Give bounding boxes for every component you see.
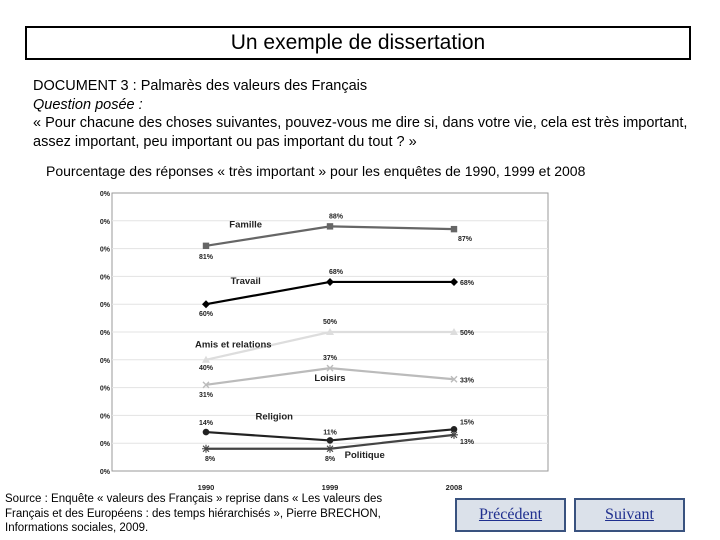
y-tick-label: 30% bbox=[100, 386, 111, 393]
data-point bbox=[202, 355, 210, 363]
data-point bbox=[202, 428, 210, 436]
document-block: DOCUMENT 3 : Palmarès des valeurs des Fr… bbox=[33, 77, 693, 151]
data-label: 37% bbox=[323, 355, 338, 362]
data-label: 50% bbox=[323, 319, 338, 326]
y-tick-label: 90% bbox=[100, 219, 111, 226]
series-name-label: Religion bbox=[255, 412, 293, 423]
data-label: 8% bbox=[325, 456, 336, 463]
source-text: Source : Enquête « valeurs des Français … bbox=[5, 493, 383, 534]
data-label: 14% bbox=[199, 420, 214, 427]
data-point bbox=[202, 300, 210, 309]
x-tick-label: 1990 bbox=[198, 483, 215, 492]
data-point bbox=[326, 437, 334, 444]
data-point bbox=[450, 375, 458, 383]
data-point bbox=[450, 225, 458, 233]
next-button[interactable]: Suivant bbox=[574, 498, 685, 532]
y-tick-label: 50% bbox=[100, 330, 111, 337]
data-label: 33% bbox=[460, 377, 475, 384]
slide-title: Un exemple de dissertation bbox=[25, 26, 691, 60]
data-label: 31% bbox=[199, 392, 214, 399]
data-point bbox=[202, 444, 210, 453]
y-tick-label: 80% bbox=[100, 247, 111, 254]
data-label: 15% bbox=[460, 419, 475, 426]
y-tick-label: 0% bbox=[100, 469, 111, 476]
series-name-label: Amis et relations bbox=[195, 340, 272, 351]
data-point bbox=[450, 328, 458, 335]
data-point bbox=[450, 277, 458, 286]
document-heading: DOCUMENT 3 : Palmarès des valeurs des Fr… bbox=[33, 78, 368, 94]
data-label: 8% bbox=[205, 456, 216, 463]
y-tick-label: 40% bbox=[100, 358, 111, 365]
question-label: Question posée : bbox=[33, 96, 143, 113]
series-name-label: Loisirs bbox=[314, 373, 345, 384]
y-tick-label: 70% bbox=[100, 274, 111, 281]
data-label: 50% bbox=[460, 330, 475, 337]
x-tick-label: 1999 bbox=[322, 483, 339, 492]
data-label: 13% bbox=[460, 439, 475, 446]
y-tick-label: 20% bbox=[100, 413, 111, 420]
series-name-label: Travail bbox=[231, 276, 261, 287]
chart-svg: 0% 10% 20% 30% 40% 50% 60% 70% 80% 90% 100% 1990 199… bbox=[100, 191, 549, 492]
data-label: 68% bbox=[460, 280, 475, 287]
chart-caption: Pourcentage des réponses « très importan… bbox=[46, 163, 586, 179]
data-label: 11% bbox=[323, 429, 337, 436]
data-point bbox=[326, 328, 334, 335]
data-point bbox=[326, 223, 334, 230]
x-tick-label: 2008 bbox=[446, 483, 463, 492]
data-label: 60% bbox=[199, 311, 214, 318]
data-point bbox=[202, 242, 210, 250]
data-point bbox=[326, 364, 334, 372]
data-point bbox=[326, 277, 334, 286]
data-point bbox=[202, 381, 210, 389]
y-tick-label: 10% bbox=[100, 441, 111, 448]
data-point bbox=[450, 426, 458, 433]
y-tick-label: 100% bbox=[100, 191, 111, 198]
data-label: 81% bbox=[199, 254, 214, 261]
data-label: 68% bbox=[329, 269, 344, 276]
series-name-label: Famille bbox=[229, 220, 262, 231]
line-chart: 0% 10% 20% 30% 40% 50% 60% 70% 80% 90% 100% 1990 199… bbox=[100, 185, 560, 495]
data-point bbox=[326, 444, 334, 453]
y-tick-label: 60% bbox=[100, 302, 111, 309]
data-label: 40% bbox=[199, 365, 214, 372]
series-name-label: Politique bbox=[345, 450, 385, 461]
question-text: « Pour chacune des choses suivantes, pou… bbox=[33, 115, 688, 150]
previous-button[interactable]: Précédent bbox=[455, 498, 566, 532]
data-point bbox=[450, 430, 458, 439]
data-label: 88% bbox=[329, 213, 344, 220]
data-label: 87% bbox=[458, 236, 473, 243]
